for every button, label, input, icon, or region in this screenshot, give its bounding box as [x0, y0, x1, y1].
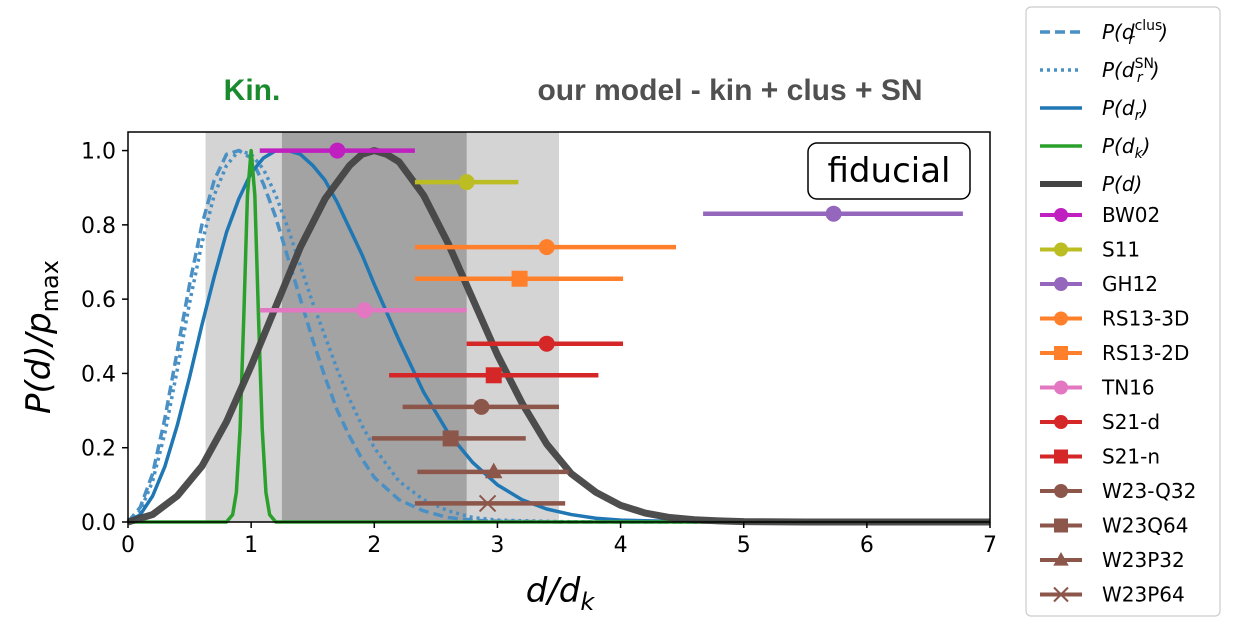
annotation-text: fiducial: [828, 151, 951, 191]
legend-label-w23p64: W23P64: [1102, 583, 1185, 607]
x-tick-label: 3: [490, 533, 504, 558]
legend-label-s21-d: S21-d: [1102, 410, 1160, 434]
x-tick-label: 5: [737, 533, 751, 558]
point-rs13-3d-marker: [538, 239, 555, 256]
point-gh12-marker: [825, 205, 842, 222]
point-tn16-marker: [356, 302, 373, 319]
legend-marker-w23p32: [1053, 551, 1069, 566]
legend-marker-s21-n: [1054, 449, 1068, 464]
legend-label-p-d: P(d): [1102, 172, 1142, 196]
legend-label-tn16: TN16: [1101, 376, 1155, 400]
y-tick-label: 1.0: [81, 140, 116, 165]
legend-marker-w23-q32: [1054, 484, 1068, 498]
curves: [126, 147, 990, 526]
legend-label-bw02: BW02: [1102, 203, 1160, 227]
legend-marker-gh12: [1054, 277, 1068, 291]
legend-marker-bw02: [1054, 208, 1068, 222]
legend-label-rs13-2d: RS13-2D: [1102, 341, 1189, 365]
point-s21-n-marker: [485, 367, 502, 384]
plot-frame: [127, 131, 991, 523]
legend-marker-s21-d: [1054, 415, 1068, 429]
y-axis-ticks: 0.0 0.2 0.4 0.6 0.8 1.0: [81, 140, 128, 536]
legend-label-w23p32: W23P32: [1102, 548, 1185, 572]
header-label-model: our model - kin + clus + SN: [537, 74, 922, 107]
legend-label-p-d-r-sn: P(dSN r): [1102, 56, 1160, 86]
y-axis-title: P(d)/pmax: [19, 260, 64, 414]
curve-p-d-k: [128, 148, 990, 524]
y-tick-label: 0.8: [81, 214, 116, 239]
legend-label-p-d-r: P(dr): [1102, 96, 1148, 124]
x-axis-ticks: 0 1 2 3 4 5 6 7: [121, 522, 997, 558]
point-w23-q32-marker: [473, 398, 490, 415]
point-rs13-2d-marker: [511, 270, 528, 287]
x-tick-label: 4: [614, 533, 628, 558]
y-tick-label: 0.0: [81, 511, 116, 536]
curve-p-d-r-sn: [126, 148, 990, 524]
point-w23p64-marker: [478, 494, 497, 513]
x-tick-label: 0: [121, 533, 135, 558]
legend-marker-w23p64: [1053, 586, 1069, 603]
point-s11-marker: [458, 174, 475, 191]
legend: P(dclus r)P(dSN r)P(dr)P(dk)P(d)BW02S11GH1…: [1040, 18, 1196, 607]
legend-marker-tn16: [1054, 380, 1068, 395]
shaded-band-1: [281, 132, 467, 522]
x-axis-title: d/dk: [526, 571, 596, 616]
point-w23p64-marker-b: [478, 494, 497, 513]
y-tick-label: 0.6: [81, 288, 116, 313]
legend-marker-w23p64-b: [1053, 586, 1069, 603]
x-tick-label: 1: [244, 533, 258, 558]
legend-marker-rs13-2d: [1054, 346, 1068, 360]
data-points: [259, 142, 963, 513]
annotation-box: [807, 142, 971, 200]
x-tick-label: 2: [367, 533, 381, 558]
point-s21-d-marker: [538, 335, 555, 352]
point-w23q64-marker: [442, 430, 459, 447]
x-tick-label: 6: [860, 533, 874, 558]
header-label-kin: Kin.: [224, 74, 281, 107]
legend-label-w23-q32: W23-Q32: [1102, 479, 1196, 503]
legend-marker-w23q64: [1054, 518, 1068, 533]
legend-box: [1025, 6, 1221, 617]
legend-marker-s11: [1054, 242, 1068, 257]
point-w23p32-marker: [484, 462, 503, 479]
x-tick-label: 7: [983, 533, 997, 558]
legend-marker-rs13-3d: [1054, 311, 1068, 326]
curve-p-d-r-clus: [126, 148, 990, 524]
curve-p-d: [126, 147, 990, 526]
y-tick-label: 0.2: [81, 437, 116, 462]
y-tick-label: 0.4: [81, 362, 116, 387]
legend-label-w23q64: W23Q64: [1102, 514, 1188, 538]
legend-label-rs13-3d: RS13-3D: [1102, 307, 1189, 331]
legend-label-gh12: GH12: [1102, 272, 1158, 296]
legend-label-p-d-k: P(dk): [1102, 134, 1150, 162]
legend-label-s11: S11: [1102, 238, 1140, 262]
legend-label-s21-n: S21-n: [1102, 445, 1160, 469]
point-bw02-marker: [329, 142, 346, 159]
